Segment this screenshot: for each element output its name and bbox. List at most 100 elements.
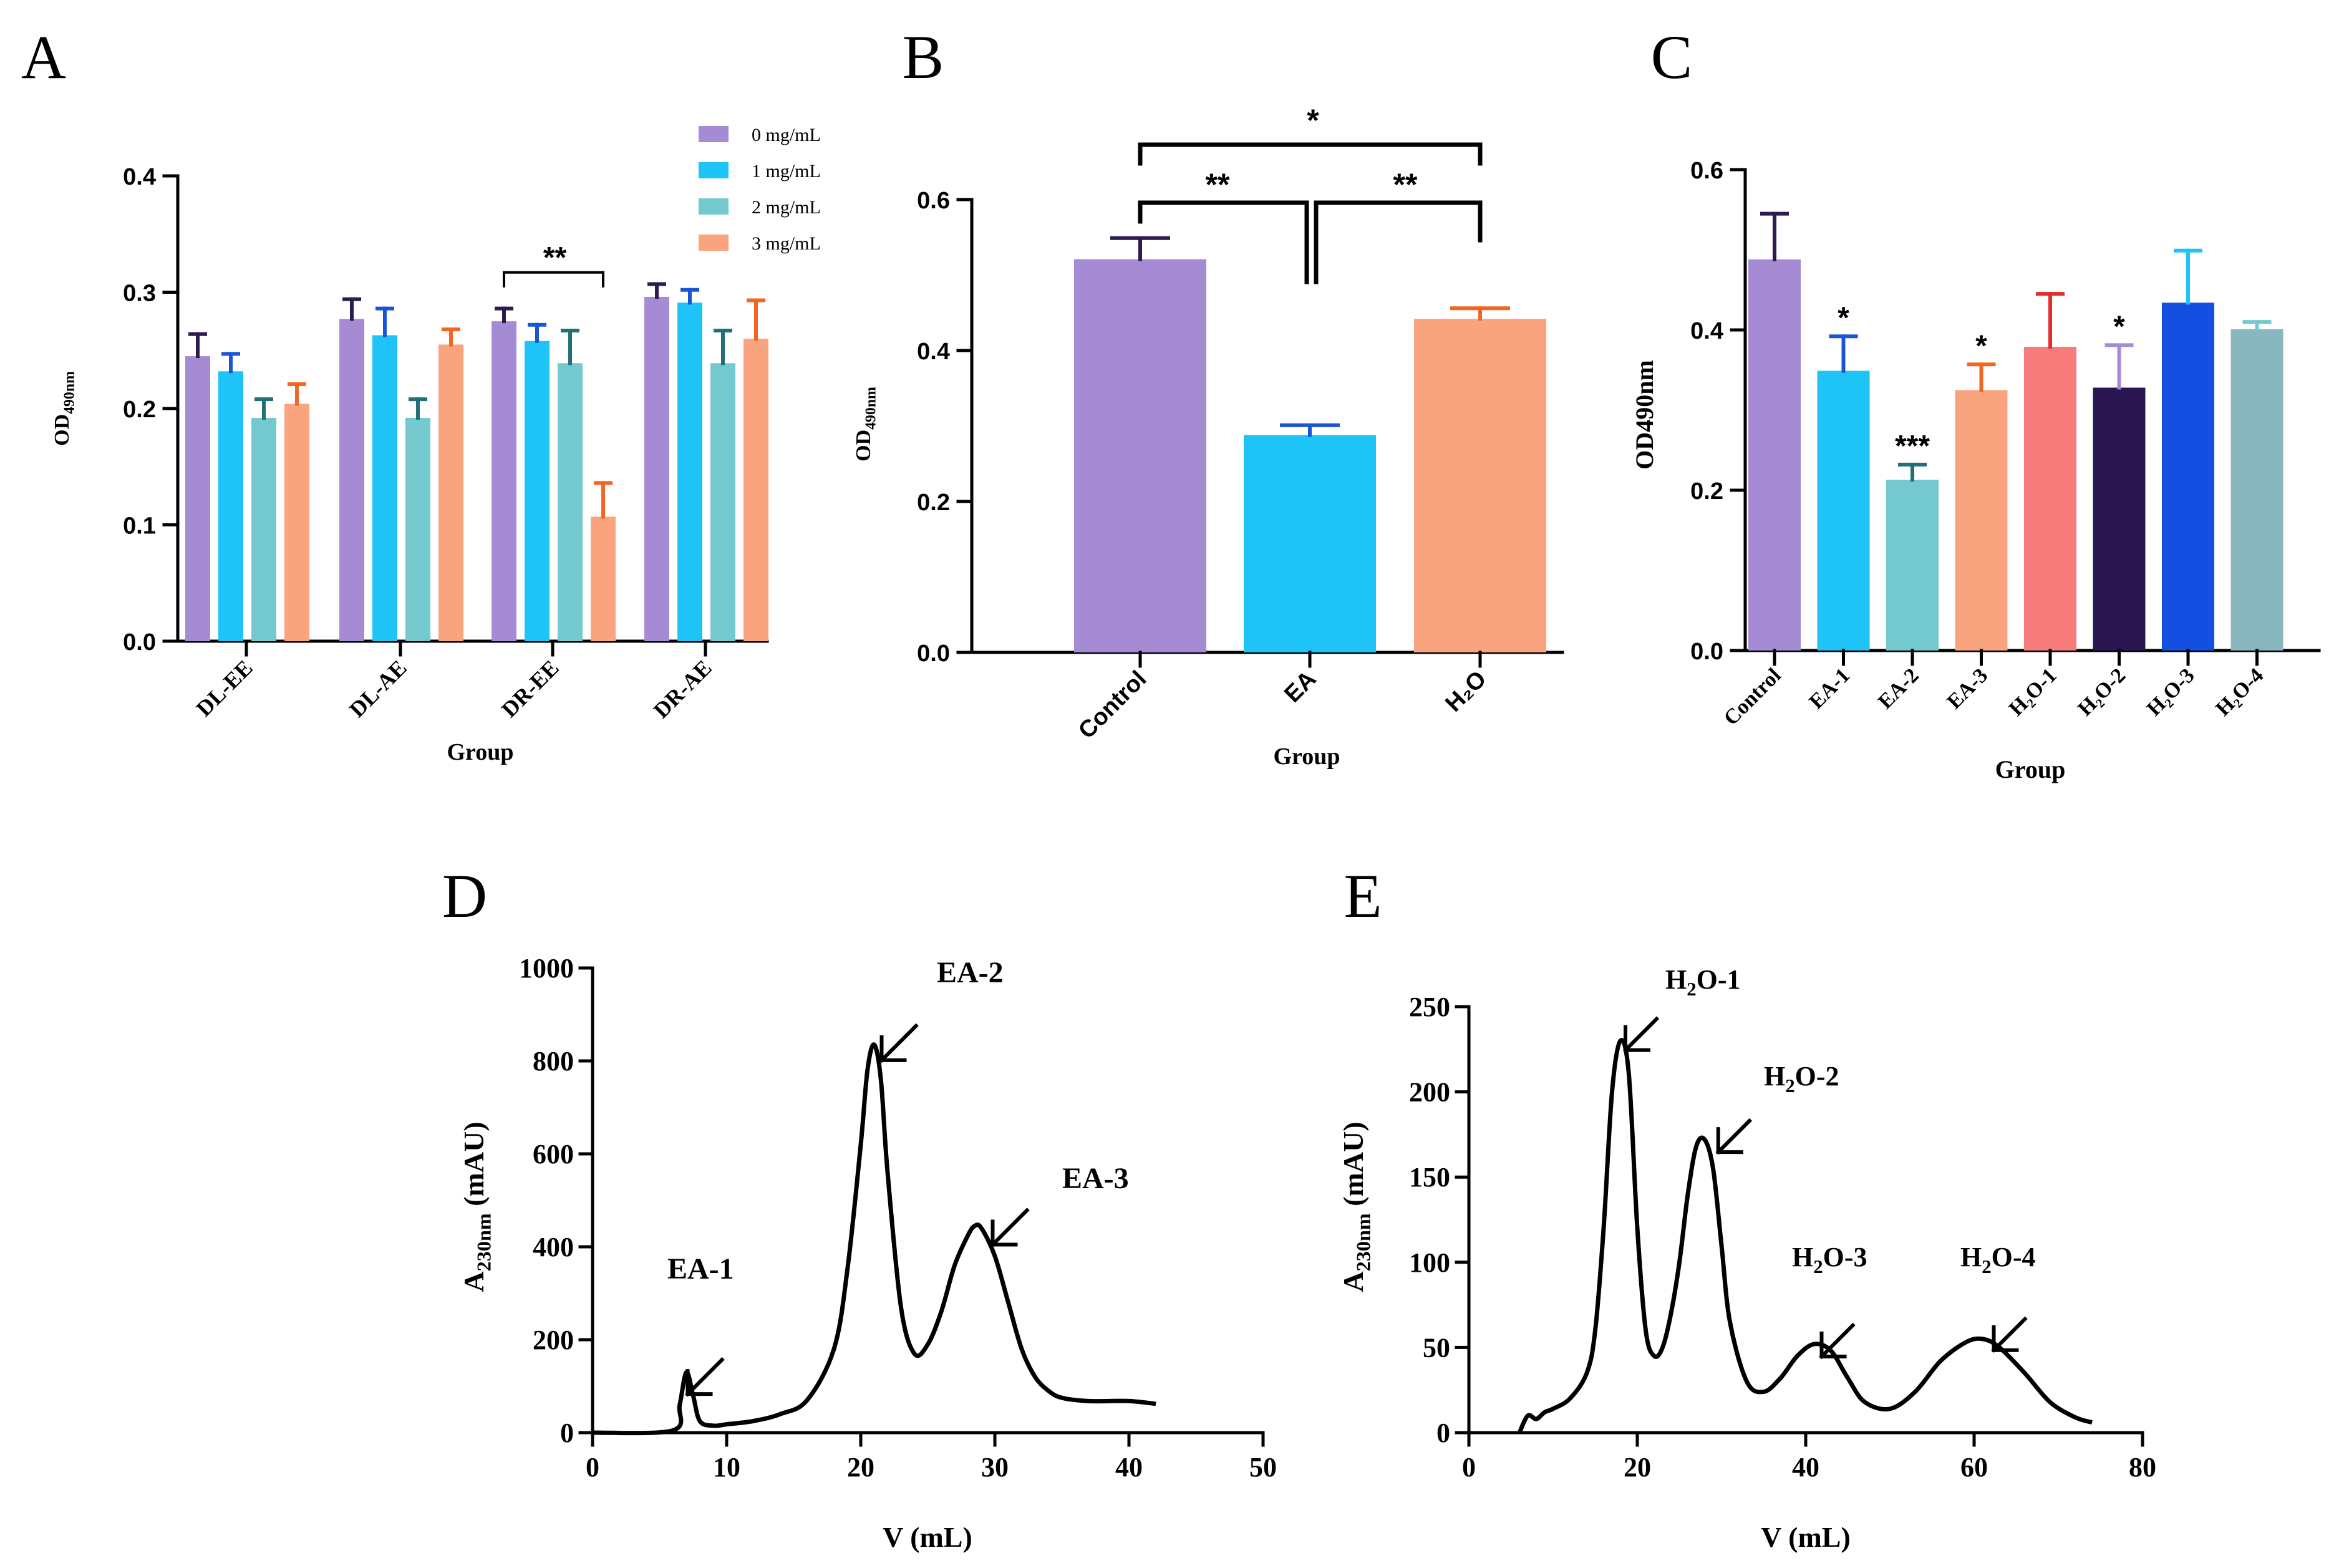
peak-arrow bbox=[685, 1357, 725, 1397]
x-tick-label: DL-AE bbox=[344, 655, 411, 722]
bar bbox=[1074, 259, 1206, 653]
legend-swatch bbox=[699, 198, 729, 215]
arrow-head bbox=[1624, 1025, 1650, 1052]
peak-label: EA-3 bbox=[1062, 1162, 1129, 1195]
error-bar bbox=[1967, 362, 1996, 392]
x-tick-label: 0 bbox=[1462, 1452, 1476, 1483]
significance-label: ** bbox=[1206, 167, 1230, 202]
panel-e: 0 50 100 150 200 250 0 20 40 60 80 H2O-1 H2O-2 H2O-3 H… bbox=[1337, 964, 2156, 1553]
arrow-head bbox=[1992, 1325, 2019, 1352]
bar bbox=[1244, 435, 1376, 652]
y-axis-label: OD490nm bbox=[51, 371, 78, 446]
x-tick-label: EA-3 bbox=[1943, 664, 1993, 714]
bar bbox=[1955, 390, 2008, 651]
x-tick-label: Control bbox=[1073, 666, 1151, 744]
y-tick-label: 1000 bbox=[519, 953, 574, 984]
bar bbox=[2230, 329, 2283, 651]
panel-letter-D: D bbox=[442, 861, 487, 931]
y-tick-label: 50 bbox=[1423, 1332, 1450, 1363]
y-tick-label: 0.0 bbox=[1690, 639, 1723, 665]
legend-label: 1 mg/mL bbox=[752, 161, 821, 181]
arrow-head bbox=[1819, 1331, 1847, 1358]
y-tick-label: 0.6 bbox=[1690, 158, 1723, 184]
legend-label: 0 mg/mL bbox=[752, 125, 821, 145]
bar bbox=[591, 516, 616, 641]
error-bar bbox=[2104, 343, 2134, 390]
peak-arrow bbox=[1991, 1316, 2028, 1353]
error-bar bbox=[409, 397, 427, 420]
bar bbox=[492, 321, 516, 641]
arrow-shaft bbox=[990, 1207, 1030, 1247]
panel-d: 0 200 400 600 800 1000 0 10 20 30 40 50 EA-1 EA-2 EA-3… bbox=[458, 953, 1277, 1553]
arrow-shaft bbox=[685, 1357, 725, 1397]
error-bar bbox=[254, 397, 273, 420]
bar bbox=[251, 417, 276, 641]
y-tick-label: 0 bbox=[560, 1418, 574, 1448]
x-tick-label: H₂O-3 bbox=[2143, 664, 2199, 720]
x-axis-label: Group bbox=[1995, 755, 2066, 783]
significance-label: * bbox=[1838, 301, 1849, 334]
bar bbox=[405, 417, 430, 641]
y-tick-label: 200 bbox=[1409, 1077, 1450, 1108]
bar bbox=[2162, 302, 2214, 651]
arrow-shaft bbox=[1715, 1118, 1752, 1155]
x-tick-label: 40 bbox=[1115, 1452, 1143, 1483]
panel-a: 0.0 0.1 0.2 0.3 0.4 DL-EE DL-AE DR-EE DR-AE ** 0 m… bbox=[51, 125, 821, 765]
significance-label: * bbox=[2113, 310, 2125, 343]
significance-label: ** bbox=[1393, 167, 1418, 202]
x-tick-label: H₂O-2 bbox=[2073, 664, 2130, 720]
error-bar bbox=[375, 306, 394, 337]
error-bar bbox=[442, 327, 460, 347]
x-tick-label: DR-AE bbox=[649, 655, 717, 723]
error-bar bbox=[680, 288, 699, 305]
x-tick-label: 0 bbox=[586, 1452, 599, 1483]
peak-label: H2O-3 bbox=[1792, 1242, 1867, 1277]
bar bbox=[1748, 259, 1801, 651]
peak-label: H2O-4 bbox=[1960, 1242, 2036, 1277]
y-tick-label: 0 bbox=[1436, 1418, 1450, 1448]
error-bar bbox=[2174, 248, 2202, 305]
y-tick-label: 600 bbox=[533, 1139, 574, 1169]
y-tick-label: 0.6 bbox=[917, 188, 950, 214]
bar bbox=[1886, 480, 1939, 651]
error-bar bbox=[1280, 423, 1340, 437]
panel-letter-B: B bbox=[903, 22, 944, 92]
x-axis-label: Group bbox=[447, 739, 513, 765]
x-tick-label: 80 bbox=[2129, 1452, 2156, 1483]
panel-letter-A: A bbox=[21, 22, 66, 92]
x-axis-label: V (mL) bbox=[883, 1521, 972, 1553]
y-tick-label: 150 bbox=[1409, 1162, 1450, 1193]
y-tick-label: 200 bbox=[533, 1325, 574, 1355]
arrow-head bbox=[879, 1035, 907, 1062]
error-bar bbox=[561, 329, 579, 365]
error-bar bbox=[221, 352, 240, 374]
y-axis-label: A230nm (mAU) bbox=[458, 1121, 495, 1292]
x-tick-label: DL-EE bbox=[191, 655, 258, 721]
arrow-shaft bbox=[1991, 1316, 2028, 1353]
bar bbox=[185, 356, 210, 641]
x-tick-label: 60 bbox=[1960, 1452, 1988, 1483]
legend-swatch bbox=[699, 162, 729, 178]
error-bar bbox=[342, 297, 361, 321]
arrow-shaft bbox=[1819, 1322, 1856, 1360]
x-tick-label: 20 bbox=[1624, 1452, 1651, 1483]
bar bbox=[644, 296, 669, 642]
bar bbox=[1817, 370, 1870, 651]
y-axis-label: OD490nm bbox=[1630, 360, 1659, 470]
error-bar bbox=[1110, 236, 1170, 261]
x-tick-label: 20 bbox=[847, 1452, 874, 1483]
y-tick-label: 800 bbox=[533, 1046, 574, 1077]
bar bbox=[710, 363, 735, 641]
legend-swatch bbox=[699, 126, 729, 142]
peak-label: EA-2 bbox=[937, 956, 1004, 989]
y-axis-label: A230nm (mAU) bbox=[1337, 1121, 1375, 1292]
y-tick-label: 0.4 bbox=[917, 339, 950, 365]
arrow-head bbox=[1716, 1127, 1743, 1154]
error-bar bbox=[747, 298, 765, 341]
y-axis-label: OD490nm bbox=[852, 387, 879, 462]
y-tick-label: 0.4 bbox=[1690, 318, 1723, 344]
x-tick-label: EA-1 bbox=[1805, 664, 1855, 714]
y-tick-label: 0.3 bbox=[123, 281, 156, 307]
